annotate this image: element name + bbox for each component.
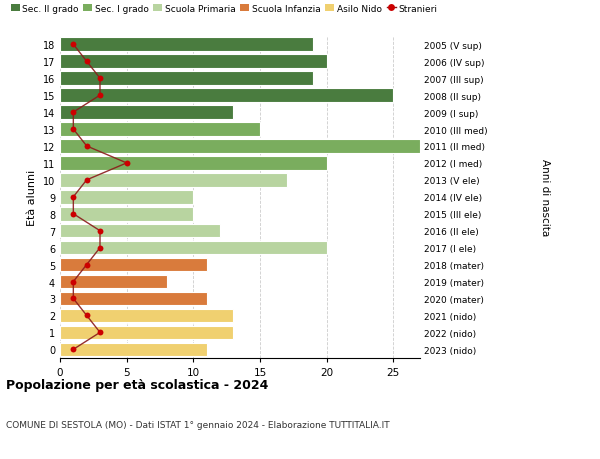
Y-axis label: Anni di nascita: Anni di nascita <box>540 159 550 236</box>
Point <box>68 109 78 117</box>
Point <box>95 245 105 252</box>
Bar <box>60 190 193 204</box>
Bar <box>60 309 233 323</box>
Point <box>95 75 105 83</box>
Point <box>68 278 78 285</box>
Bar <box>60 123 260 136</box>
Point <box>82 177 91 184</box>
Text: COMUNE DI SESTOLA (MO) - Dati ISTAT 1° gennaio 2024 - Elaborazione TUTTITALIA.IT: COMUNE DI SESTOLA (MO) - Dati ISTAT 1° g… <box>6 420 389 429</box>
Bar <box>60 39 313 52</box>
Point <box>95 228 105 235</box>
Point <box>68 295 78 302</box>
Y-axis label: Età alunni: Età alunni <box>27 169 37 225</box>
Point <box>82 261 91 269</box>
Bar <box>60 224 220 238</box>
Point <box>82 312 91 319</box>
Bar <box>60 106 233 120</box>
Point <box>82 143 91 150</box>
Point <box>82 58 91 66</box>
Bar <box>60 258 206 272</box>
Point <box>95 92 105 100</box>
Point <box>68 194 78 201</box>
Bar <box>60 89 394 103</box>
Point <box>68 211 78 218</box>
Bar <box>60 56 326 69</box>
Bar <box>60 326 233 339</box>
Bar <box>60 343 206 356</box>
Point <box>95 329 105 336</box>
Point <box>68 346 78 353</box>
Bar <box>60 241 326 255</box>
Bar <box>60 174 287 187</box>
Point <box>68 41 78 49</box>
Bar <box>60 292 206 306</box>
Bar <box>60 275 167 289</box>
Point <box>122 160 131 167</box>
Bar <box>60 140 420 153</box>
Legend: Sec. II grado, Sec. I grado, Scuola Primaria, Scuola Infanzia, Asilo Nido, Stran: Sec. II grado, Sec. I grado, Scuola Prim… <box>11 5 437 13</box>
Point <box>68 126 78 134</box>
Bar <box>60 157 326 170</box>
Bar <box>60 72 313 86</box>
Text: Popolazione per età scolastica - 2024: Popolazione per età scolastica - 2024 <box>6 379 268 392</box>
Bar <box>60 207 193 221</box>
